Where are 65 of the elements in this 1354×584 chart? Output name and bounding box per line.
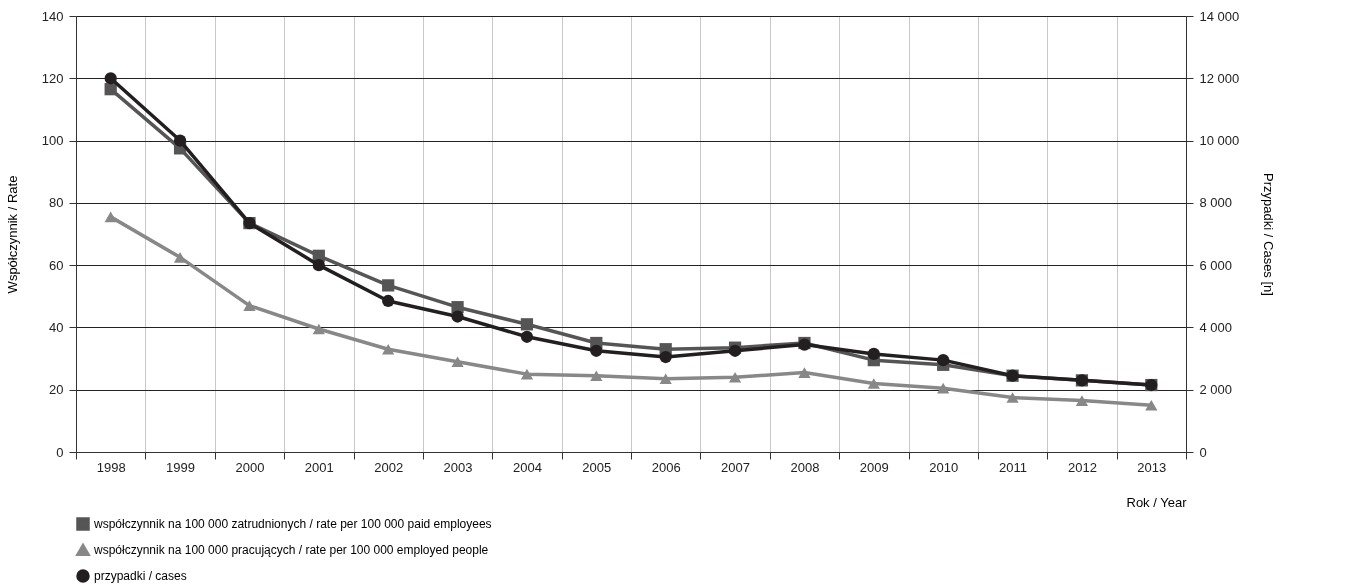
- y-tick-label: 0: [56, 444, 64, 460]
- y-tick-label: 80: [49, 195, 64, 211]
- point: [243, 300, 256, 311]
- y-axis-title: Współczynnik / Rate: [4, 175, 20, 294]
- point: [451, 310, 464, 323]
- point: [104, 211, 117, 223]
- point: [312, 259, 325, 272]
- point: [451, 356, 464, 367]
- y-tick-label: 60: [49, 257, 64, 273]
- point: [659, 373, 672, 385]
- legend-label: przypadki / cases: [94, 569, 187, 583]
- x-tick-label: 2010: [929, 459, 959, 475]
- x-tick-label: 2005: [582, 459, 612, 475]
- x-tick-label: 2008: [790, 459, 820, 475]
- y-tick-label: 140: [41, 8, 64, 24]
- y2-axis-title: Przypadki / Cases [n]: [1261, 173, 1277, 296]
- y2-tick-label: 14 000: [1199, 8, 1240, 24]
- y-tick-label: 20: [49, 382, 64, 398]
- point: [520, 330, 534, 343]
- point: [590, 344, 603, 357]
- point: [728, 371, 742, 383]
- y2-tick-label: 0: [1199, 444, 1207, 460]
- x-tick-label: 2002: [374, 459, 404, 475]
- point: [382, 294, 395, 308]
- x-tick-label: 2007: [721, 459, 751, 475]
- y2-tick-label: 2 000: [1199, 382, 1233, 398]
- point: [1145, 399, 1158, 411]
- x-tick-label: 2013: [1137, 459, 1167, 475]
- y2-tick-label: 8 000: [1199, 195, 1233, 211]
- x-tick-label: 2009: [859, 459, 889, 475]
- point: [312, 323, 325, 335]
- x-tick-label: 2000: [235, 459, 265, 475]
- y-tick-label: 120: [41, 70, 64, 86]
- x-tick-label: 2003: [443, 459, 473, 475]
- point: [520, 318, 534, 331]
- x-tick-label: 1998: [96, 459, 126, 475]
- point: [382, 343, 395, 355]
- y-tick-label: 100: [41, 133, 64, 149]
- x-axis-title: Rok / Year: [1126, 494, 1188, 510]
- x-tick-label: 1999: [166, 459, 196, 475]
- point: [173, 134, 187, 147]
- y2-tick-label: 6 000: [1199, 257, 1233, 273]
- point: [867, 347, 880, 361]
- x-tick-label: 2001: [304, 459, 334, 475]
- y2-tick-label: 10 000: [1199, 133, 1240, 149]
- x-tick-label: 2012: [1067, 459, 1097, 475]
- point: [1006, 392, 1019, 403]
- legend-label: współczynnik na 100 000 zatrudnionych / rate per 100 000 paid employees: [93, 517, 492, 531]
- point: [937, 382, 950, 394]
- y2-tick-label: 4 000: [1199, 319, 1233, 335]
- point: [937, 354, 950, 367]
- point: [798, 367, 811, 378]
- y2-tick-label: 12 000: [1199, 70, 1240, 86]
- point: [659, 350, 672, 364]
- y-tick-label: 40: [49, 319, 64, 335]
- x-tick-label: 2006: [651, 459, 681, 475]
- point: [382, 279, 395, 292]
- point: [1075, 395, 1089, 406]
- legend-label: współczynnik na 100 000 pracujących / rate per 100 000 employed people: [93, 543, 489, 557]
- point: [173, 252, 187, 263]
- point: [590, 370, 603, 381]
- point: [104, 72, 117, 85]
- x-tick-label: 2004: [512, 459, 542, 475]
- point: [867, 378, 880, 389]
- x-tick-label: 2011: [999, 459, 1028, 475]
